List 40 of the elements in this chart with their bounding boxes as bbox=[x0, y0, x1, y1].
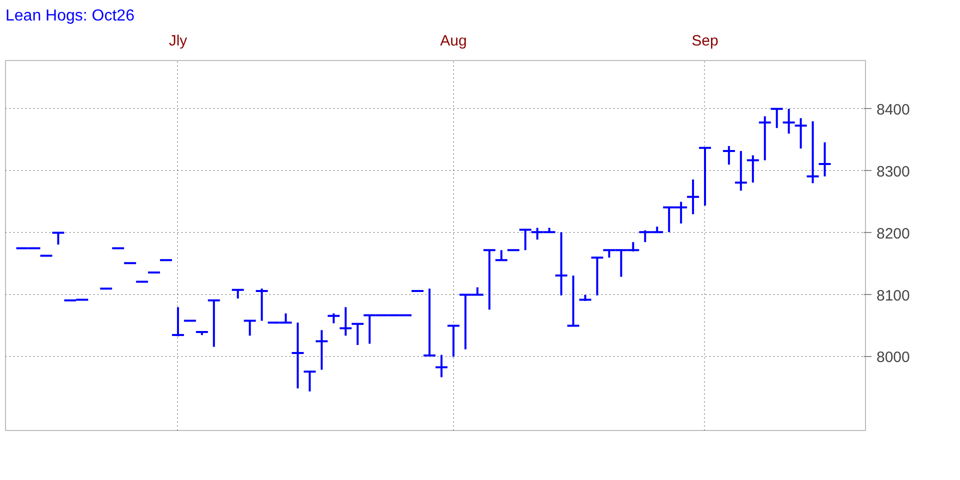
candlestick bbox=[338, 306, 353, 337]
candlestick bbox=[314, 329, 329, 371]
candlestick bbox=[350, 322, 365, 346]
candlestick bbox=[518, 228, 532, 252]
candlestick bbox=[794, 117, 808, 150]
candlestick bbox=[806, 120, 820, 184]
candlestick bbox=[302, 370, 317, 392]
candlestick bbox=[746, 154, 760, 184]
candlestick bbox=[290, 322, 305, 390]
candlestick bbox=[51, 232, 66, 246]
candlestick bbox=[818, 141, 832, 178]
candlestick bbox=[734, 150, 748, 192]
candlestick bbox=[782, 108, 796, 135]
y-tick-label: 8400 bbox=[876, 101, 910, 118]
x-tick-label: Sep bbox=[692, 32, 718, 50]
chart-title: Lean Hogs: Oct26 bbox=[6, 8, 135, 24]
candlestick bbox=[722, 145, 736, 166]
x-tick-label: Aug bbox=[440, 32, 467, 50]
candlestick bbox=[206, 299, 221, 348]
candlestick bbox=[590, 256, 604, 296]
candlestick bbox=[242, 320, 257, 337]
candlestick bbox=[326, 312, 341, 324]
candlestick bbox=[698, 146, 712, 207]
y-tick-label: 8300 bbox=[876, 163, 910, 180]
candlestick bbox=[686, 178, 700, 216]
y-tick-label: 8100 bbox=[876, 287, 910, 304]
candlestick bbox=[446, 324, 460, 358]
candlestick bbox=[770, 108, 784, 130]
candlestick bbox=[254, 288, 269, 322]
y-tick-label: 8200 bbox=[876, 225, 910, 242]
candlestick bbox=[422, 288, 436, 357]
candlestick bbox=[434, 354, 448, 378]
candlestick bbox=[494, 249, 508, 262]
candlestick bbox=[566, 274, 580, 327]
y-tick-label: 8000 bbox=[876, 349, 910, 366]
candlestick bbox=[758, 115, 772, 162]
candlestick bbox=[554, 231, 568, 296]
candlestick bbox=[482, 249, 496, 311]
candlestick bbox=[170, 306, 185, 338]
x-tick-label: Jly bbox=[168, 32, 188, 50]
